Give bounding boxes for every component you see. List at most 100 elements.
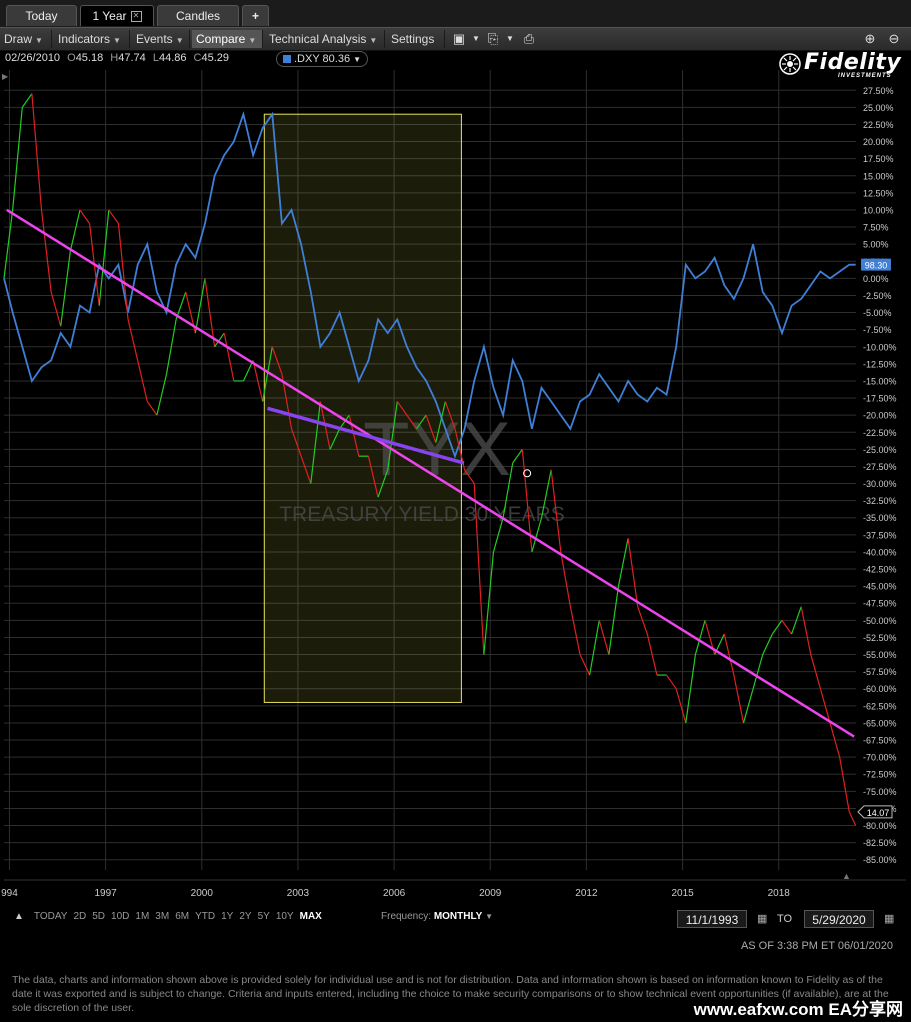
zoom-in-icon[interactable]: ⊕ [864, 31, 876, 46]
tyx-series-segment [79, 209, 91, 224]
tyx-series-segment [589, 620, 600, 676]
tab-1-year[interactable]: 1 Year ✕ [80, 5, 154, 26]
to-label: TO [777, 913, 793, 925]
low-label: L [152, 52, 159, 64]
tyx-series-segment [3, 209, 14, 279]
range-button-max[interactable]: MAX [299, 911, 322, 922]
range-button-2y[interactable]: 2Y [239, 911, 252, 922]
y-tick-label: -12.50% [863, 359, 897, 369]
range-button-today[interactable]: TODAY [33, 911, 68, 922]
save-icon[interactable]: ▣ [452, 31, 466, 46]
caret-down-icon: ▼ [485, 912, 494, 921]
caret-down-icon[interactable]: ▼ [353, 55, 362, 64]
tyx-series-segment [637, 606, 648, 635]
tyx-series-segment [425, 414, 437, 443]
zoom-out-icon[interactable]: ⊖ [888, 31, 900, 46]
tab-today[interactable]: Today [6, 5, 77, 26]
tyx-series-segment [694, 620, 706, 655]
tyx-series-segment [146, 401, 158, 416]
range-button-10d[interactable]: 10D [111, 911, 130, 922]
print-icon[interactable]: ⎙ [523, 31, 535, 46]
y-tick-label: -62.50% [863, 701, 897, 711]
range-button-6m[interactable]: 6M [175, 911, 190, 922]
tyx-series-segment [396, 401, 408, 416]
compare-value: 80.36 [322, 53, 351, 65]
y-tick-label: -27.50% [863, 462, 897, 472]
y-tick-label: 7.50% [863, 223, 889, 233]
tyx-series-segment [127, 319, 139, 361]
quote-readout: 02/26/2010 O45.18 H47.74 L44.86 C45.29 [5, 52, 229, 64]
technical-analysis-menu[interactable]: Technical Analysis ▼ [265, 30, 385, 48]
tyx-series-segment [781, 620, 793, 635]
tyx-series-segment [12, 107, 23, 211]
range-button-1y[interactable]: 1Y [221, 911, 234, 922]
indicators-menu[interactable]: Indicators ▼ [54, 30, 130, 48]
collapse-icon[interactable]: ▲ [14, 911, 24, 922]
tyx-series-segment [752, 654, 764, 689]
caret-down-icon[interactable]: ▼ [506, 34, 514, 43]
caret-down-icon: ▼ [35, 36, 43, 45]
x-tick-label: 994 [1, 888, 18, 899]
tyx-series-segment [339, 414, 350, 430]
x-tick-label: 2003 [287, 888, 310, 899]
quote-date: 02/26/2010 [5, 52, 61, 64]
from-date-input[interactable]: 11/1/1993 [677, 910, 747, 928]
tyx-series-segment [69, 209, 81, 252]
add-tab-button[interactable]: + [242, 5, 269, 26]
as-of-timestamp: AS OF 3:38 PM ET 06/01/2020 [740, 940, 893, 952]
draw-menu[interactable]: Draw ▼ [0, 30, 52, 48]
y-tick-label: -80.00% [863, 821, 897, 831]
tyx-series-segment [108, 209, 119, 224]
events-menu[interactable]: Events ▼ [132, 30, 190, 48]
tyx-series-segment [271, 346, 283, 375]
range-button-ytd[interactable]: YTD [195, 911, 216, 922]
close-value: 45.29 [201, 52, 230, 64]
open-value: 45.18 [75, 52, 104, 64]
range-button-10y[interactable]: 10Y [275, 911, 294, 922]
tyx-series-segment [21, 93, 33, 108]
tyx-series-segment [839, 757, 850, 812]
y-tick-label: -70.00% [863, 753, 897, 763]
tyx-series-segment [242, 360, 254, 382]
frequency-selector[interactable]: Frequency: MONTHLY ▼ [381, 911, 493, 922]
tab-candles[interactable]: Candles [157, 5, 239, 26]
range-button-5d[interactable]: 5D [92, 911, 106, 922]
range-button-1m[interactable]: 1M [135, 911, 150, 922]
calendar-icon[interactable]: ▦ [757, 913, 768, 925]
tyx-series-segment [617, 538, 629, 587]
tyx-series-segment [483, 551, 495, 655]
export-icon[interactable]: ⎘ [487, 31, 499, 46]
y-tick-label: -37.50% [863, 530, 897, 540]
y-tick-label: 5.00% [863, 240, 889, 250]
tyx-series-segment [791, 606, 802, 635]
settings-menu[interactable]: Settings [387, 30, 445, 48]
tyx-series-segment [214, 332, 225, 348]
comparison-chart[interactable]: 27.50% 25.00% 22.50% 20.00% 17.50% 15.00% 12.5… [0, 70, 911, 905]
range-button-5y[interactable]: 5Y [257, 911, 270, 922]
compare-chip[interactable]: .DXY 80.36 ▼ [276, 51, 369, 67]
logo-name: Fidelity [804, 50, 902, 75]
compare-menu[interactable]: Compare ▼ [192, 30, 263, 48]
tyx-series-segment [117, 223, 129, 320]
y-tick-label: -85.00% [863, 855, 897, 865]
close-icon[interactable]: ✕ [130, 11, 142, 23]
range-button-3m[interactable]: 3M [155, 911, 170, 922]
frequency-label: Frequency: [381, 911, 432, 922]
range-button-2d[interactable]: 2D [73, 911, 87, 922]
tyx-series-segment [40, 209, 52, 293]
y-tick-label: -47.50% [863, 599, 897, 609]
high-value: 47.74 [118, 52, 146, 64]
logo-tagline: INVESTMENTS [838, 73, 892, 79]
tyx-series-segment [377, 469, 389, 498]
calendar-icon[interactable]: ▦ [884, 913, 895, 925]
y-tick-label: -35.00% [863, 513, 897, 523]
trend-line-main [6, 208, 855, 738]
tyx-series-segment [810, 654, 821, 689]
range-selector: ▲ TODAY 2D 5D 10D 1M 3M 6M YTD 1Y 2Y 5Y 10Y MAX [14, 911, 328, 922]
caret-down-icon: ▼ [369, 36, 378, 45]
caret-down-icon[interactable]: ▼ [472, 34, 480, 43]
tyx-series-segment [762, 633, 773, 655]
y-tick-label: -55.00% [863, 650, 897, 660]
to-date-input[interactable]: 5/29/2020 [804, 910, 874, 928]
highlight-rectangle [263, 113, 462, 703]
